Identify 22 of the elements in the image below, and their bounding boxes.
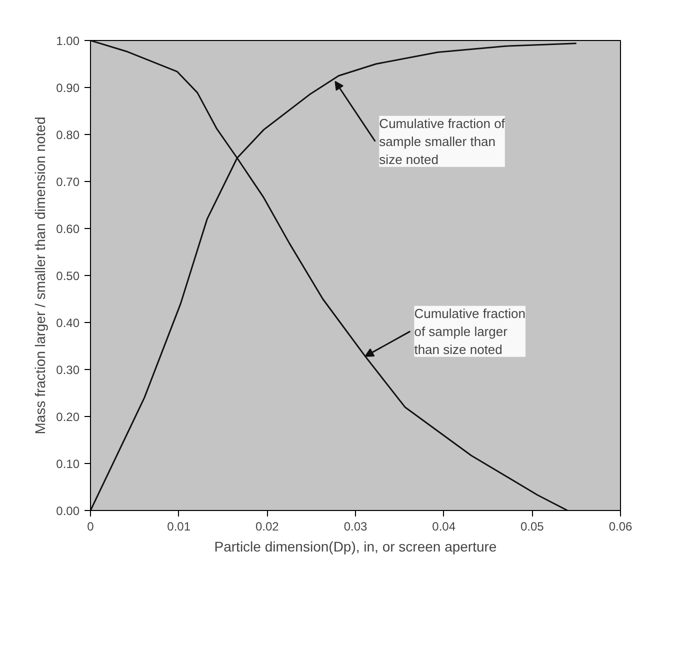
- y-tick-label: 1.00: [56, 34, 80, 48]
- x-tick-label: 0.04: [432, 520, 456, 534]
- y-tick-label: 0.70: [56, 175, 80, 189]
- y-tick-label: 0.00: [56, 504, 80, 518]
- x-tick-label: 0.05: [520, 520, 544, 534]
- x-tick-label: 0.01: [167, 520, 191, 534]
- y-tick-label: 0.40: [56, 316, 80, 330]
- y-tick-label: 0.80: [56, 128, 80, 142]
- annotation: Cumulative fraction of sample larger than size noted: [414, 306, 526, 357]
- y-tick-label: 0.50: [56, 269, 80, 283]
- x-tick-label: 0: [87, 520, 94, 534]
- x-axis-title: Particle dimension(Dp), in, or screen aperture: [214, 538, 497, 554]
- x-tick-label: 0.02: [255, 520, 280, 534]
- x-tick-label: 0.03: [344, 520, 368, 534]
- y-tick-label: 0.30: [56, 363, 80, 377]
- y-tick-label: 0.60: [56, 222, 80, 236]
- y-tick-label: 0.10: [56, 457, 80, 471]
- x-tick-label: 0.06: [608, 520, 633, 534]
- y-tick-label: 0.90: [56, 81, 80, 95]
- y-axis-title: Mass fraction larger / smaller than dimension noted: [32, 116, 48, 434]
- y-tick-label: 0.20: [56, 410, 80, 424]
- annotation: Cumulative fraction of sample smaller than size noted: [379, 116, 506, 167]
